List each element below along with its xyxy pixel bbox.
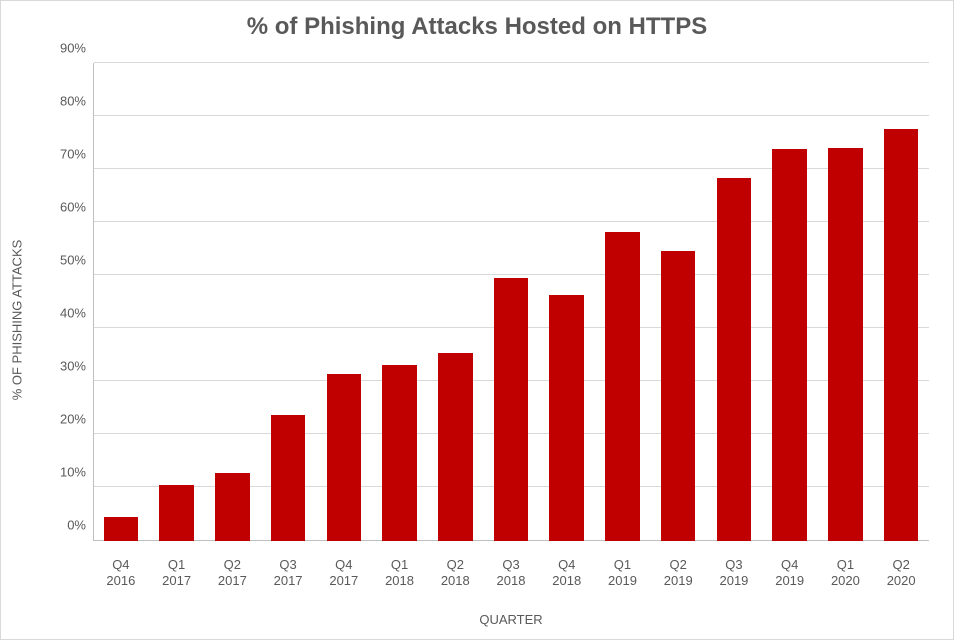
x-tick-label: Q22020 (873, 557, 929, 590)
y-tick-label: 50% (60, 253, 94, 268)
x-tick-label: Q32017 (260, 557, 316, 590)
y-tick-label: 70% (60, 147, 94, 162)
bar (549, 295, 584, 541)
bar-slot (93, 63, 149, 541)
x-axis-title: QUARTER (93, 612, 929, 627)
bar (327, 374, 362, 541)
bar-slot (316, 63, 372, 541)
bar-slot (873, 63, 929, 541)
y-tick-label: 80% (60, 94, 94, 109)
bar-slot (762, 63, 818, 541)
bar-slot (372, 63, 428, 541)
bar (884, 129, 919, 541)
y-tick-label: 60% (60, 200, 94, 215)
bar-slot (149, 63, 205, 541)
plot-area: 0%10%20%30%40%50%60%70%80%90% (93, 63, 929, 541)
bar-slot (539, 63, 595, 541)
x-tick-label: Q12018 (372, 557, 428, 590)
y-tick-label: 10% (60, 465, 94, 480)
bar-slot (427, 63, 483, 541)
y-tick-label: 30% (60, 359, 94, 374)
bar (438, 353, 473, 541)
chart-title: % of Phishing Attacks Hosted on HTTPS (1, 1, 953, 41)
x-tick-label: Q42018 (539, 557, 595, 590)
bar (661, 251, 696, 541)
y-tick-label: 40% (60, 306, 94, 321)
x-tick-label: Q42016 (93, 557, 149, 590)
bar-slot (204, 63, 260, 541)
x-tick-label: Q22019 (650, 557, 706, 590)
bar (605, 232, 640, 541)
x-tick-label: Q22018 (427, 557, 483, 590)
bar-slot (260, 63, 316, 541)
bar-slot (650, 63, 706, 541)
y-tick-label: 20% (60, 412, 94, 427)
bar-slot (595, 63, 651, 541)
bar-series (93, 63, 929, 541)
x-tick-label: Q12017 (149, 557, 205, 590)
x-tick-label: Q42019 (762, 557, 818, 590)
bar (828, 148, 863, 541)
bar (271, 415, 306, 541)
y-tick-label: 90% (60, 41, 94, 56)
x-tick-label: Q22017 (204, 557, 260, 590)
x-tick-label: Q42017 (316, 557, 372, 590)
x-tick-label: Q32018 (483, 557, 539, 590)
bar-slot (706, 63, 762, 541)
chart-container: % of Phishing Attacks Hosted on HTTPS % … (0, 0, 954, 640)
x-tick-label: Q12020 (818, 557, 874, 590)
y-axis-title: % OF PHISHING ATTACKS (10, 240, 25, 401)
bar (382, 365, 417, 541)
x-tick-label: Q12019 (595, 557, 651, 590)
bar (772, 149, 807, 541)
bar (215, 473, 250, 541)
bar (159, 485, 194, 541)
x-tick-label: Q32019 (706, 557, 762, 590)
bar (104, 517, 139, 541)
y-tick-label: 0% (67, 518, 94, 533)
bar (494, 278, 529, 541)
bar-slot (818, 63, 874, 541)
bar (717, 178, 752, 541)
bar-slot (483, 63, 539, 541)
x-axis-labels: Q42016Q12017Q22017Q32017Q42017Q12018Q220… (93, 557, 929, 590)
